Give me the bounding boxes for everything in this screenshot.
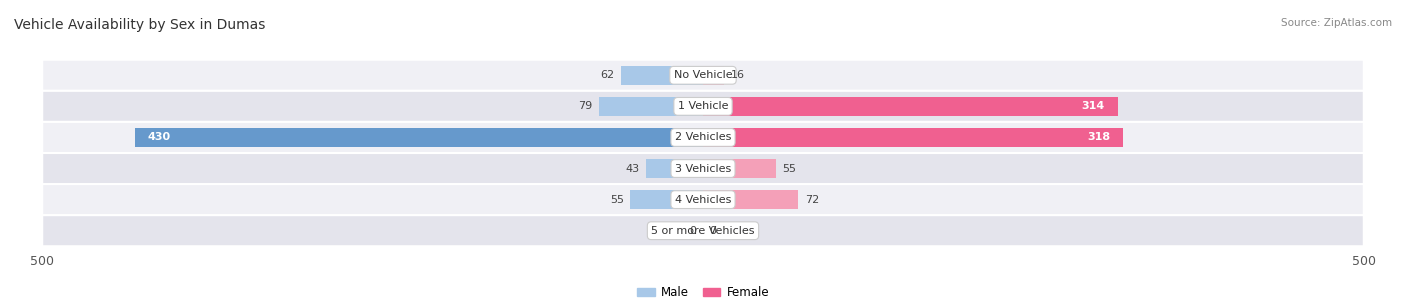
Text: 0: 0	[710, 226, 717, 236]
FancyBboxPatch shape	[42, 91, 1364, 122]
Bar	[703, 66, 724, 85]
Text: 3 Vehicles: 3 Vehicles	[675, 163, 731, 174]
Text: 16: 16	[731, 70, 745, 80]
Text: 1 Vehicle: 1 Vehicle	[678, 101, 728, 111]
Bar	[703, 190, 799, 209]
FancyBboxPatch shape	[42, 184, 1364, 215]
Bar	[647, 159, 703, 178]
FancyBboxPatch shape	[42, 122, 1364, 153]
Text: 43: 43	[626, 163, 640, 174]
Text: 55: 55	[782, 163, 796, 174]
Text: 318: 318	[1087, 132, 1111, 143]
Text: No Vehicle: No Vehicle	[673, 70, 733, 80]
Bar	[630, 190, 703, 209]
Text: 79: 79	[578, 101, 592, 111]
Bar	[703, 159, 776, 178]
Bar	[599, 97, 703, 116]
Text: Source: ZipAtlas.com: Source: ZipAtlas.com	[1281, 18, 1392, 28]
FancyBboxPatch shape	[42, 215, 1364, 246]
Text: 55: 55	[610, 195, 624, 205]
FancyBboxPatch shape	[42, 153, 1364, 184]
Bar	[135, 128, 703, 147]
Legend: Male, Female: Male, Female	[633, 281, 773, 304]
Text: Vehicle Availability by Sex in Dumas: Vehicle Availability by Sex in Dumas	[14, 18, 266, 32]
Text: 430: 430	[148, 132, 172, 143]
Text: 72: 72	[804, 195, 820, 205]
FancyBboxPatch shape	[42, 60, 1364, 91]
Text: 5 or more Vehicles: 5 or more Vehicles	[651, 226, 755, 236]
Bar	[621, 66, 703, 85]
Bar	[703, 128, 1123, 147]
Text: 2 Vehicles: 2 Vehicles	[675, 132, 731, 143]
Text: 0: 0	[689, 226, 696, 236]
Text: 4 Vehicles: 4 Vehicles	[675, 195, 731, 205]
Text: 314: 314	[1081, 101, 1105, 111]
Text: 62: 62	[600, 70, 614, 80]
Bar	[703, 97, 1118, 116]
